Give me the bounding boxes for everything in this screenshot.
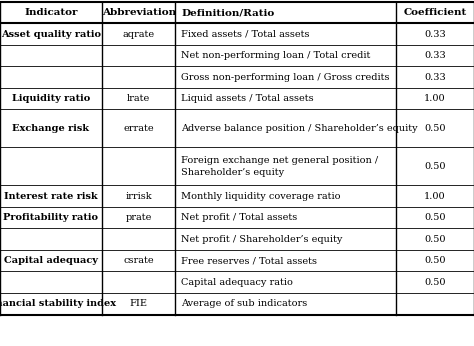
Text: 0.50: 0.50 xyxy=(424,235,446,244)
Text: csrate: csrate xyxy=(123,256,154,265)
Text: FIE: FIE xyxy=(130,299,147,308)
Text: lrate: lrate xyxy=(127,94,150,103)
Text: 0.50: 0.50 xyxy=(424,124,446,133)
Text: Asset quality ratio: Asset quality ratio xyxy=(1,30,101,39)
Text: Abbreviation: Abbreviation xyxy=(101,8,176,17)
Text: Definition/Ratio: Definition/Ratio xyxy=(182,8,274,17)
Text: Liquidity ratio: Liquidity ratio xyxy=(12,94,90,103)
Text: Liquid assets / Total assets: Liquid assets / Total assets xyxy=(182,94,314,103)
Text: prate: prate xyxy=(126,213,152,222)
Text: Indicator: Indicator xyxy=(24,8,78,17)
Text: Capital adequacy ratio: Capital adequacy ratio xyxy=(182,278,293,287)
Text: Net profit / Shareholder’s equity: Net profit / Shareholder’s equity xyxy=(182,235,343,244)
Text: Financial stability index: Financial stability index xyxy=(0,299,117,308)
Text: 0.33: 0.33 xyxy=(424,51,446,60)
Text: Net profit / Total assets: Net profit / Total assets xyxy=(182,213,298,222)
Text: Capital adequacy: Capital adequacy xyxy=(4,256,98,265)
Text: 1.00: 1.00 xyxy=(424,94,446,103)
Text: Interest rate risk: Interest rate risk xyxy=(4,192,98,201)
Text: Adverse balance position / Shareholder’s equity: Adverse balance position / Shareholder’s… xyxy=(182,124,418,133)
Text: aqrate: aqrate xyxy=(123,30,155,39)
Text: 0.50: 0.50 xyxy=(424,256,446,265)
Text: 1.00: 1.00 xyxy=(424,192,446,201)
Text: 0.33: 0.33 xyxy=(424,73,446,82)
Text: irrisk: irrisk xyxy=(125,192,152,201)
Text: Coefficient: Coefficient xyxy=(403,8,466,17)
Text: Foreign exchange net general position /
Shareholder’s equity: Foreign exchange net general position / … xyxy=(182,156,379,176)
Text: 0.50: 0.50 xyxy=(424,162,446,171)
Text: 0.50: 0.50 xyxy=(424,278,446,287)
Text: 0.50: 0.50 xyxy=(424,213,446,222)
Text: errate: errate xyxy=(123,124,154,133)
Text: Gross non-performing loan / Gross credits: Gross non-performing loan / Gross credit… xyxy=(182,73,390,82)
Text: Monthly liquidity coverage ratio: Monthly liquidity coverage ratio xyxy=(182,192,341,201)
Text: Fixed assets / Total assets: Fixed assets / Total assets xyxy=(182,30,310,39)
Text: 0.33: 0.33 xyxy=(424,30,446,39)
Text: Exchange risk: Exchange risk xyxy=(12,124,90,133)
Text: Profitability ratio: Profitability ratio xyxy=(3,213,99,222)
Text: Average of sub indicators: Average of sub indicators xyxy=(182,299,308,308)
Text: Net non-performing loan / Total credit: Net non-performing loan / Total credit xyxy=(182,51,371,60)
Text: Free reserves / Total assets: Free reserves / Total assets xyxy=(182,256,318,265)
